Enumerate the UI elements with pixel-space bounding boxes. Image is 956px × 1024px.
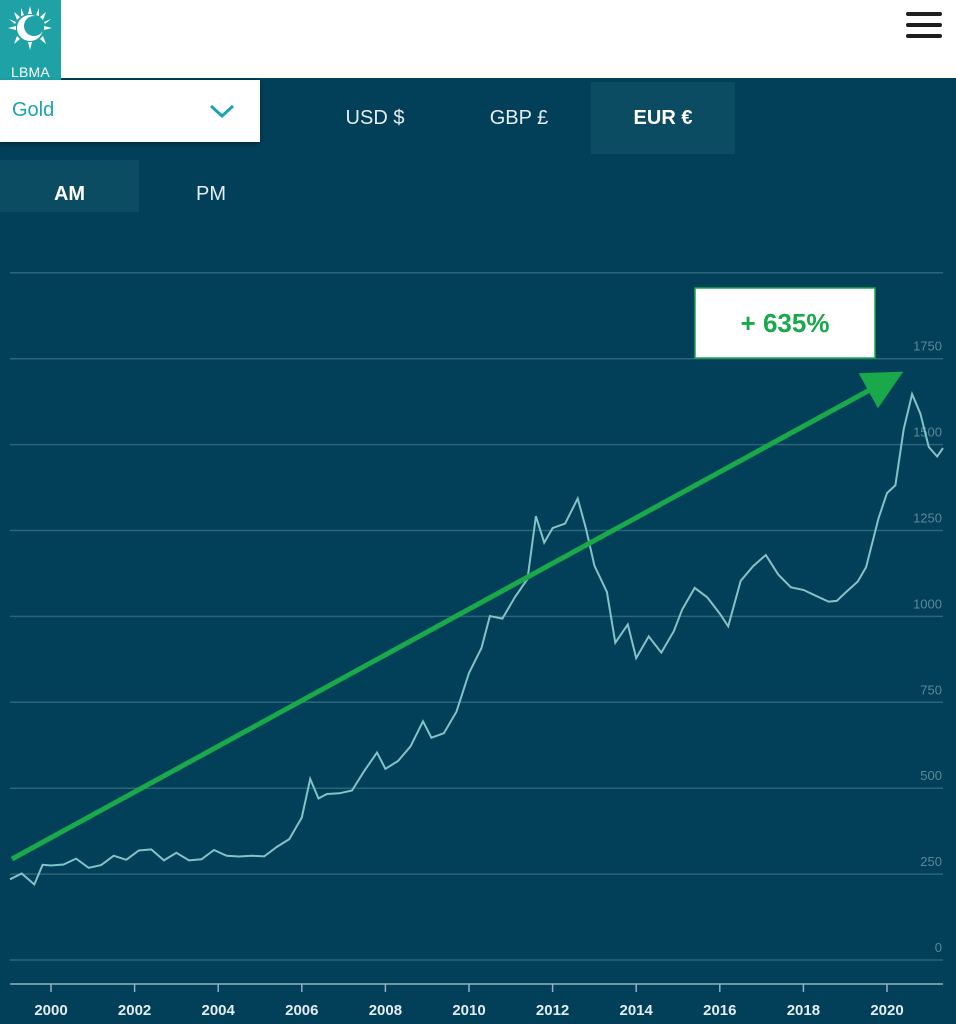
- series-line: [9, 390, 944, 887]
- tab-eur[interactable]: EUR €: [591, 82, 735, 154]
- metal-select-value: Gold: [12, 99, 55, 121]
- y-tick-label: 1750: [913, 339, 942, 354]
- x-tick-label: 2002: [118, 1002, 151, 1019]
- metal-select[interactable]: Gold: [0, 80, 260, 142]
- top-bar: LBMA: [0, 0, 956, 86]
- sun-logo-icon: [8, 6, 52, 50]
- x-tick-label: 2000: [34, 1002, 67, 1019]
- x-tick-label: 2004: [202, 1002, 236, 1019]
- y-tick-label: 500: [920, 768, 942, 783]
- chevron-down-icon: [209, 104, 235, 119]
- y-tick-label: 250: [920, 854, 942, 869]
- x-axis-ticks: 2000 2002 2004 2006 2008 2010 2012 2014 2016 2018…: [34, 984, 904, 1019]
- tab-usd[interactable]: USD $: [345, 107, 405, 129]
- y-tick-label: 1000: [913, 596, 942, 611]
- x-tick-label: 2014: [620, 1002, 654, 1019]
- x-tick-label: 2016: [703, 1002, 736, 1019]
- y-tick-label: 1250: [913, 511, 942, 526]
- y-tick-label: 750: [920, 682, 942, 697]
- lbma-logo[interactable]: LBMA: [0, 0, 61, 86]
- grid-lines: [10, 271, 943, 961]
- tab-pm[interactable]: PM: [196, 183, 226, 205]
- hamburger-menu-icon[interactable]: [906, 12, 942, 44]
- tab-gbp[interactable]: GBP £: [489, 107, 549, 129]
- x-tick-label: 2018: [787, 1002, 820, 1019]
- y-tick-label: 1500: [913, 425, 942, 440]
- y-axis-ticks: 0 250 500 750 1000 1250 1500 1750: [913, 339, 942, 955]
- tab-am[interactable]: AM: [0, 160, 139, 212]
- x-tick-label: 2006: [285, 1002, 318, 1019]
- x-tick-label: 2010: [452, 1002, 485, 1019]
- annotation-box: [694, 287, 876, 359]
- annotation-text: + 635%: [741, 308, 830, 338]
- trend-arrow: [10, 371, 904, 862]
- x-tick-label: 2008: [369, 1002, 402, 1019]
- x-tick-label: 2020: [870, 1002, 903, 1019]
- y-tick-label: 0: [935, 940, 942, 955]
- x-tick-label: 2012: [536, 1002, 569, 1019]
- logo-text: LBMA: [11, 64, 50, 80]
